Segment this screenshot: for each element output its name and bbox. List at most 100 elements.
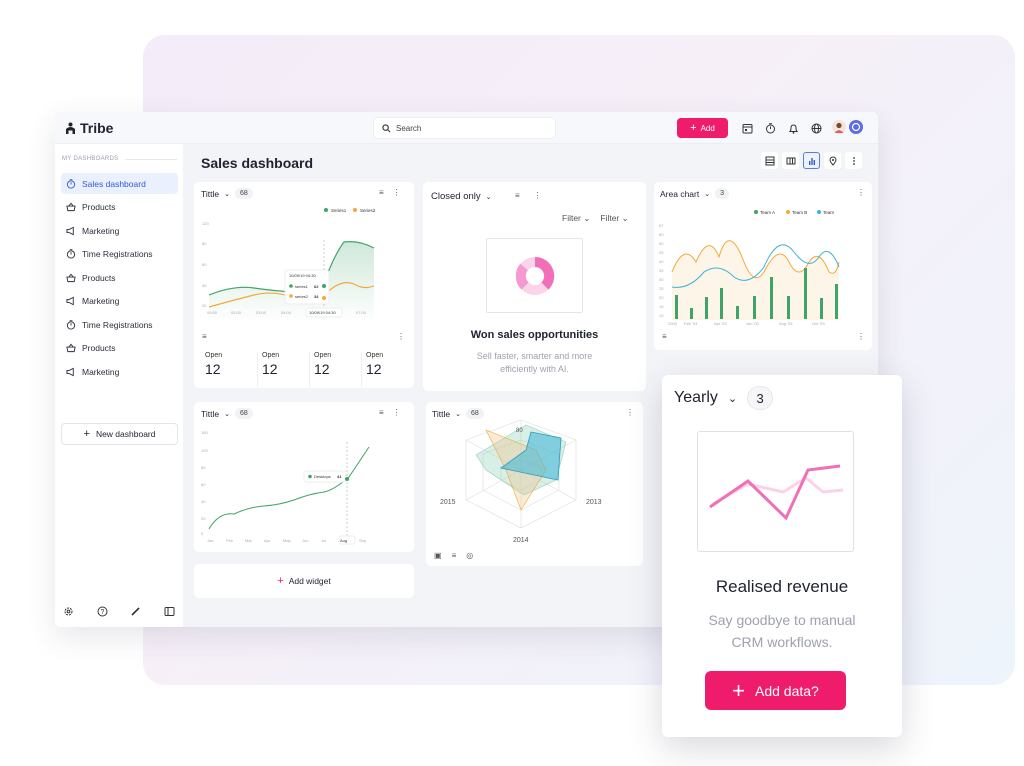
chart-view-icon[interactable] xyxy=(803,152,820,169)
svg-text:25: 25 xyxy=(659,286,664,291)
add-widget-label: Add widget xyxy=(288,576,331,586)
sidebar-item-label: Marketing xyxy=(82,296,120,306)
line-chart: 150 120 80 60 40 20 0 Desktops 41 Jan Feb Mar Apr… xyxy=(201,430,370,545)
help-icon[interactable]: ? xyxy=(97,606,108,617)
new-dashboard-button[interactable]: + New dashboard xyxy=(61,423,178,445)
app-name: Tribe xyxy=(80,120,114,136)
avatar[interactable] xyxy=(832,120,846,134)
list-icon[interactable]: ≡ xyxy=(379,188,384,197)
yearly-dropdown[interactable]: Yearly ⌄ 3 xyxy=(674,386,774,410)
x-tick-label: Jun xyxy=(302,538,308,543)
more-options-icon[interactable]: ⋮ xyxy=(392,188,401,197)
add-button[interactable]: + Add xyxy=(677,118,728,138)
svg-text:60: 60 xyxy=(201,482,206,487)
stat-value: 12 xyxy=(314,361,330,377)
workspace-avatar-icon[interactable] xyxy=(849,120,863,134)
legend-series1: Series1 xyxy=(331,208,347,213)
top-bar: Tribe Search + Add xyxy=(55,112,878,144)
stats-row: Open 12 Open 12 Open 12 Open 12 xyxy=(200,349,410,387)
list-icon[interactable]: ≡ xyxy=(202,332,207,341)
widget-title-dropdown[interactable]: Tittle ⌄ 68 xyxy=(432,408,484,419)
collapse-sidebar-icon[interactable] xyxy=(164,606,175,617)
list-icon[interactable]: ≡ xyxy=(379,408,384,417)
widget-actions: ⋮ xyxy=(857,188,865,197)
more-options-icon[interactable]: ⋮ xyxy=(857,332,865,341)
list-icon[interactable]: ≡ xyxy=(662,332,667,341)
stopwatch-icon xyxy=(66,319,76,330)
search-input[interactable]: Search xyxy=(373,117,556,139)
add-data-button[interactable]: + Add data? xyxy=(705,671,846,710)
line-chart: Series1 Series2 120 80 60 40 20 10/09/19 04:… xyxy=(202,208,376,320)
more-options-icon[interactable] xyxy=(845,152,862,169)
filter-dropdown-2[interactable]: Filter ⌄ xyxy=(600,213,629,223)
sidebar-item-marketing[interactable]: Marketing xyxy=(61,220,178,241)
sidebar-item-products[interactable]: Products xyxy=(61,338,178,359)
sidebar-item-products[interactable]: Products xyxy=(61,267,178,288)
columns-view-icon[interactable] xyxy=(782,152,799,169)
widget-footer-actions: ⋮ xyxy=(397,332,405,341)
sidebar-item-time-registrations[interactable]: Time Registrations xyxy=(61,244,178,265)
plus-icon: + xyxy=(690,122,697,134)
x-axis-ticks: 2000 Feb '03 Apr '03 Jun '03 Aug '03 Oct '03 xyxy=(668,321,825,326)
svg-text:60: 60 xyxy=(659,232,664,237)
sidebar-item-marketing[interactable]: Marketing xyxy=(61,361,178,382)
globe-icon[interactable] xyxy=(809,121,823,135)
tooltip-series1: series1 xyxy=(295,284,309,289)
svg-text:?: ? xyxy=(100,609,104,616)
chevron-down-icon: ⌄ xyxy=(224,190,230,198)
settings-icon[interactable] xyxy=(63,606,74,617)
area-fill xyxy=(209,241,374,320)
svg-text:67: 67 xyxy=(659,223,664,228)
widget-footer: ▣ ≡ ◎ xyxy=(434,551,473,560)
tribe-logo-icon xyxy=(66,122,75,134)
database-icon[interactable]: ▣ xyxy=(434,551,442,560)
svg-text:40: 40 xyxy=(659,259,664,264)
sidebar-item-sales-dashboard[interactable]: Sales dashboard xyxy=(61,173,178,194)
filter-label: Filter xyxy=(562,213,581,223)
list-icon[interactable]: ≡ xyxy=(515,191,520,200)
svg-text:15: 15 xyxy=(659,304,664,309)
more-options-icon[interactable]: ⋮ xyxy=(397,332,405,341)
svg-text:35: 35 xyxy=(659,268,664,273)
count-badge: 3 xyxy=(747,386,774,410)
svg-text:Oct '03: Oct '03 xyxy=(812,321,825,326)
stat-label: Open xyxy=(205,352,223,359)
more-options-icon[interactable]: ⋮ xyxy=(857,188,865,197)
megaphone-icon xyxy=(66,296,76,306)
map-view-icon[interactable] xyxy=(824,152,841,169)
calendar-icon[interactable] xyxy=(740,121,754,135)
filter-dropdown-1[interactable]: Filter ⌄ xyxy=(562,213,591,223)
bell-icon[interactable] xyxy=(786,121,800,135)
stopwatch-icon xyxy=(66,178,76,189)
list-icon[interactable]: ≡ xyxy=(451,551,457,560)
widget-actions: ≡ ⋮ xyxy=(379,408,401,417)
svg-text:02:00: 02:00 xyxy=(231,310,242,315)
more-options-icon[interactable]: ⋮ xyxy=(392,408,401,417)
closed-only-dropdown[interactable]: Closed only ⌄ xyxy=(431,191,492,202)
tooltip-value: 41 xyxy=(337,474,342,479)
widget-title-dropdown[interactable]: Tittle ⌄ 68 xyxy=(201,408,253,419)
svg-text:10: 10 xyxy=(659,313,664,318)
stopwatch-icon[interactable] xyxy=(763,121,777,135)
svg-text:40: 40 xyxy=(201,499,206,504)
sidebar-item-marketing[interactable]: Marketing xyxy=(61,291,178,312)
more-options-icon[interactable]: ⋮ xyxy=(533,191,542,200)
tooltip-series: Desktops xyxy=(314,474,331,479)
filter-title: Closed only xyxy=(431,191,481,202)
x-axis-hover-label: 10/09/19 04:30 xyxy=(309,310,336,315)
sidebar-item-products[interactable]: Products xyxy=(61,197,178,218)
sidebar-item-time-registrations[interactable]: Time Registrations xyxy=(61,314,178,335)
more-options-icon[interactable]: ⋮ xyxy=(626,408,634,417)
svg-text:Jun '03: Jun '03 xyxy=(746,321,760,326)
empty-heading: Won sales opportunities xyxy=(470,329,599,341)
location-icon[interactable]: ◎ xyxy=(466,551,474,560)
pencil-icon[interactable] xyxy=(130,606,141,617)
logo[interactable]: Tribe xyxy=(65,120,113,136)
widget-title-dropdown[interactable]: Tittle ⌄ 68 xyxy=(201,188,253,199)
sidebar-item-label: Products xyxy=(82,343,116,353)
widget-title-dropdown[interactable]: Area chart ⌄ 3 xyxy=(660,188,729,199)
table-view-icon[interactable] xyxy=(761,152,778,169)
card-subtext-line-2: CRM workflows. xyxy=(731,634,833,650)
area-bar-chart: Team A Team B Team 67 60 50 45 40 35 30 25 20 15 1… xyxy=(659,210,840,326)
add-widget-button[interactable]: + Add widget xyxy=(194,564,414,598)
